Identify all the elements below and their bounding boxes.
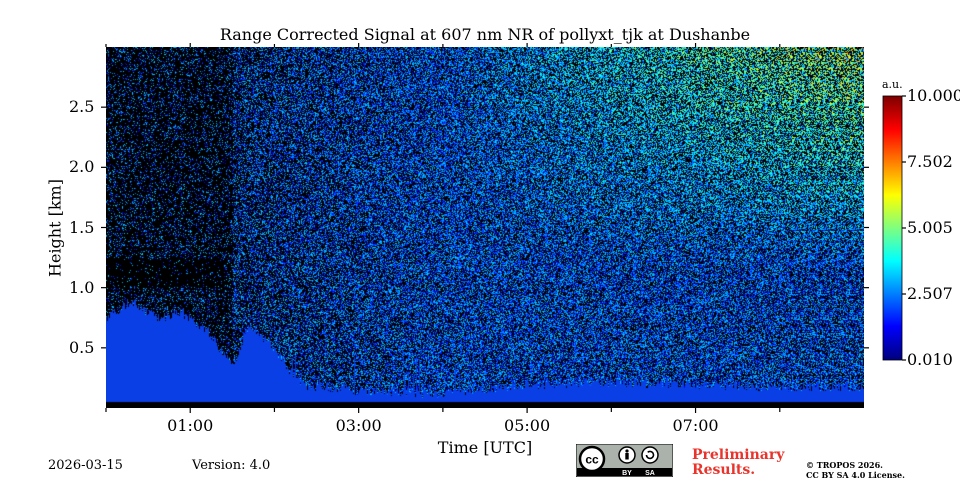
y-axis-label: Height [km] — [45, 179, 65, 277]
y-tick-label: 1.5 — [69, 217, 95, 237]
license-line-2: CC BY SA 4.0 License. — [806, 470, 905, 480]
y-tick-label: 2.0 — [69, 157, 95, 177]
y-tick-label: 1.0 — [69, 277, 95, 297]
colorbar-tick-label: 7.502 — [907, 152, 953, 171]
by-label: BY — [622, 470, 632, 477]
license-note: © TROPOS 2026. CC BY SA 4.0 License. — [806, 460, 926, 480]
x-tick-label: 07:00 — [672, 416, 719, 435]
sa-icon-arrow — [645, 450, 655, 460]
version-label: Version: 4.0 — [192, 458, 271, 473]
cc-icon — [578, 445, 606, 473]
x-tick-label: 03:00 — [335, 416, 382, 435]
colorbar-tick-label: 2.507 — [907, 284, 953, 303]
axes — [101, 43, 906, 413]
colorbar-tick-label: 10.000 — [907, 86, 960, 105]
colorbar-unit: a.u. — [882, 78, 903, 91]
license-line-1: © TROPOS 2026. — [806, 460, 883, 470]
by-icon-body — [625, 453, 629, 460]
y-tick-label: 0.5 — [69, 337, 95, 357]
date-label: 2026-03-15 — [48, 458, 123, 473]
sa-icon — [641, 446, 659, 464]
colorbar-tick-label: 5.005 — [907, 218, 953, 237]
cc-icon-text: cc — [585, 453, 599, 467]
sa-label: SA — [645, 470, 655, 477]
x-tick-label: 05:00 — [504, 416, 551, 435]
colorbar-tick-label: 0.010 — [907, 350, 953, 369]
colorbar-frame — [882, 95, 903, 361]
by-icon-head — [625, 449, 629, 453]
preliminary-results-note: Preliminary Results. — [692, 447, 785, 478]
x-axis-label: Time [UTC] — [437, 438, 533, 457]
chart-title: Range Corrected Signal at 607 nm NR of p… — [219, 25, 751, 44]
y-tick-label: 2.5 — [69, 97, 95, 117]
cc-by-sa-badge: cc BY SA — [576, 444, 673, 477]
heatmap-image — [106, 47, 864, 408]
colorbar-image — [883, 96, 902, 360]
x-tick-label: 01:00 — [167, 416, 214, 435]
